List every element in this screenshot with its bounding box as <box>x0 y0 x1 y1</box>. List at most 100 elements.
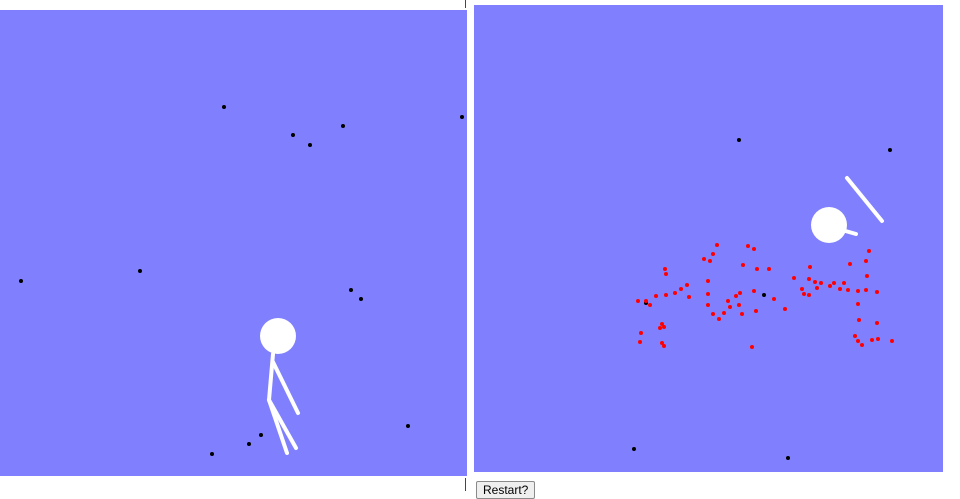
black-dot <box>632 447 636 451</box>
red-particle <box>706 303 710 307</box>
red-particle <box>856 289 860 293</box>
red-particle <box>662 325 666 329</box>
red-particle <box>802 292 806 296</box>
red-particle <box>755 267 759 271</box>
figure-head <box>811 207 847 243</box>
red-particle <box>772 297 776 301</box>
black-dot <box>737 138 741 142</box>
red-particle <box>663 267 667 271</box>
red-particle <box>870 338 874 342</box>
black-dot <box>222 105 226 109</box>
red-particle <box>864 288 868 292</box>
red-particle <box>664 272 668 276</box>
red-particle <box>711 252 715 256</box>
red-particle <box>639 331 643 335</box>
black-dot <box>210 452 214 456</box>
left-stick-figure <box>260 318 300 455</box>
black-dot <box>259 433 263 437</box>
red-particle <box>767 267 771 271</box>
red-particle <box>807 277 811 281</box>
right-stick-figure <box>811 176 884 243</box>
red-particle <box>754 309 758 313</box>
red-particle <box>860 343 864 347</box>
red-particle <box>838 287 842 291</box>
red-particle <box>867 249 871 253</box>
red-particle <box>875 321 879 325</box>
restart-button[interactable]: Restart? <box>476 481 536 499</box>
red-particle <box>687 295 691 299</box>
red-particle <box>857 318 861 322</box>
red-particle <box>792 276 796 280</box>
red-particle <box>876 337 880 341</box>
bottom-divider-tick <box>465 478 466 491</box>
black-dot <box>341 124 345 128</box>
red-particle <box>819 281 823 285</box>
red-particle <box>808 265 812 269</box>
left-canvas-svg <box>19 105 464 456</box>
red-particle <box>660 322 664 326</box>
figure-arm <box>271 360 300 415</box>
left-black-dots <box>19 105 464 456</box>
red-particle <box>750 345 754 349</box>
red-particle <box>654 294 658 298</box>
red-particle <box>865 274 869 278</box>
red-particle <box>664 293 668 297</box>
left-game-canvas[interactable] <box>0 10 467 476</box>
red-particle <box>741 263 745 267</box>
red-particle <box>875 290 879 294</box>
red-particle <box>856 302 860 306</box>
red-particle <box>738 291 742 295</box>
red-particle <box>752 289 756 293</box>
black-dot <box>406 424 410 428</box>
red-particle <box>648 303 652 307</box>
black-dot <box>138 269 142 273</box>
red-particle-cloud <box>636 243 894 349</box>
red-particle <box>636 299 640 303</box>
red-particle <box>752 247 756 251</box>
red-particle <box>828 284 832 288</box>
black-dot <box>359 297 363 301</box>
red-particle <box>740 312 744 316</box>
black-dot <box>762 293 766 297</box>
red-particle <box>746 244 750 248</box>
red-particle <box>734 294 738 298</box>
red-particle <box>856 339 860 343</box>
red-particle <box>711 312 715 316</box>
red-particle <box>673 291 677 295</box>
black-dot <box>291 133 295 137</box>
black-dot <box>786 456 790 460</box>
right-canvas-svg <box>632 138 894 460</box>
right-black-dots <box>632 138 892 460</box>
red-particle <box>708 259 712 263</box>
red-particle <box>722 311 726 315</box>
red-particle <box>685 283 689 287</box>
black-dot <box>19 279 23 283</box>
figure-head <box>260 318 296 354</box>
red-particle <box>662 344 666 348</box>
right-game-canvas[interactable] <box>474 5 943 472</box>
black-dot <box>247 442 251 446</box>
black-dot <box>308 143 312 147</box>
figure-arm <box>840 228 858 236</box>
red-particle <box>660 341 664 345</box>
red-particle <box>848 262 852 266</box>
red-particle <box>853 334 857 338</box>
red-particle <box>783 307 787 311</box>
red-particle <box>846 288 850 292</box>
red-particle <box>813 280 817 284</box>
red-particle <box>728 305 732 309</box>
figure-limb <box>845 176 884 223</box>
red-particle <box>644 299 648 303</box>
red-particle <box>737 303 741 307</box>
black-dot <box>349 288 353 292</box>
red-particle <box>807 293 811 297</box>
red-particle <box>715 243 719 247</box>
red-particle <box>864 259 868 263</box>
red-particle <box>800 287 804 291</box>
red-particle <box>717 317 721 321</box>
red-particle <box>890 339 894 343</box>
red-particle <box>706 292 710 296</box>
black-dot <box>888 148 892 152</box>
top-divider-tick <box>465 0 466 8</box>
red-particle <box>726 299 730 303</box>
